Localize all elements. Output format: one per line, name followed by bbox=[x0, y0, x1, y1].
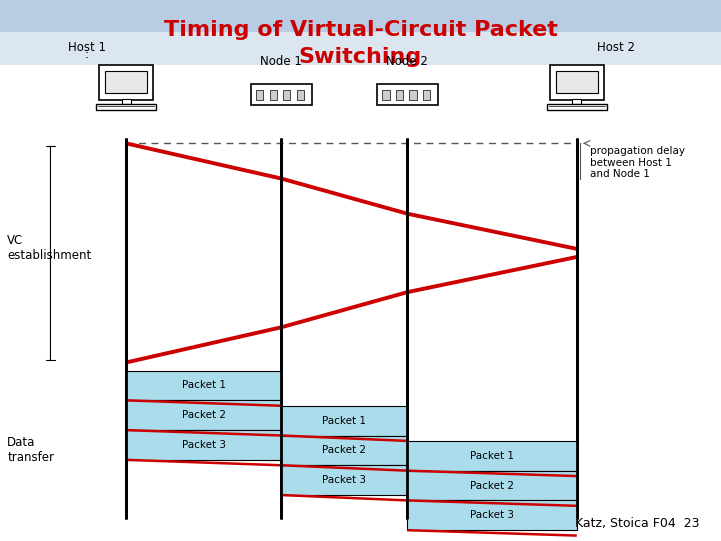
Text: Packet 1: Packet 1 bbox=[470, 451, 514, 461]
Bar bbox=[396, 89, 403, 100]
Bar bbox=[407, 500, 577, 530]
Bar bbox=[99, 65, 153, 100]
Bar bbox=[283, 89, 291, 100]
Bar bbox=[410, 89, 417, 100]
Text: Packet 2: Packet 2 bbox=[470, 480, 514, 491]
Bar bbox=[281, 406, 407, 436]
Bar bbox=[423, 89, 430, 100]
Bar bbox=[281, 465, 407, 495]
Text: Packet 3: Packet 3 bbox=[322, 475, 366, 485]
Text: Packet 3: Packet 3 bbox=[182, 440, 226, 450]
Text: :: : bbox=[84, 48, 89, 61]
Text: Host 1: Host 1 bbox=[68, 41, 105, 54]
Bar bbox=[0, 32, 721, 65]
Bar bbox=[126, 430, 281, 460]
Text: Node 1: Node 1 bbox=[260, 55, 302, 68]
Bar bbox=[281, 436, 407, 465]
Text: Packet 2: Packet 2 bbox=[182, 410, 226, 420]
Text: Packet 2: Packet 2 bbox=[322, 445, 366, 456]
Text: VC
establishment: VC establishment bbox=[7, 234, 92, 261]
Bar bbox=[126, 371, 281, 400]
Text: Packet 1: Packet 1 bbox=[322, 415, 366, 426]
Text: Timing of Virtual-Circuit Packet: Timing of Virtual-Circuit Packet bbox=[164, 20, 557, 39]
Text: Packet 1: Packet 1 bbox=[182, 380, 226, 391]
Bar bbox=[251, 84, 312, 105]
Text: Host 2: Host 2 bbox=[598, 41, 635, 54]
Text: Katz, Stoica F04  23: Katz, Stoica F04 23 bbox=[575, 517, 699, 530]
Bar bbox=[556, 71, 598, 93]
Bar bbox=[105, 71, 147, 93]
Bar bbox=[122, 100, 131, 104]
Bar bbox=[256, 89, 263, 100]
Text: Packet 3: Packet 3 bbox=[470, 510, 514, 520]
Bar bbox=[0, 0, 721, 32]
Bar bbox=[407, 441, 577, 471]
Bar bbox=[296, 89, 304, 100]
Text: Node 2: Node 2 bbox=[386, 55, 428, 68]
Bar bbox=[270, 89, 277, 100]
Text: propagation delay
between Host 1
and Node 1: propagation delay between Host 1 and Nod… bbox=[590, 146, 685, 179]
Bar bbox=[126, 400, 281, 430]
Bar bbox=[382, 89, 389, 100]
Text: Switching: Switching bbox=[299, 47, 422, 67]
Bar bbox=[376, 84, 438, 105]
Bar bbox=[407, 471, 577, 500]
Bar bbox=[572, 100, 581, 104]
Bar bbox=[547, 104, 606, 110]
Bar bbox=[97, 104, 156, 110]
Bar bbox=[550, 65, 604, 100]
Text: Data
transfer: Data transfer bbox=[7, 437, 54, 464]
